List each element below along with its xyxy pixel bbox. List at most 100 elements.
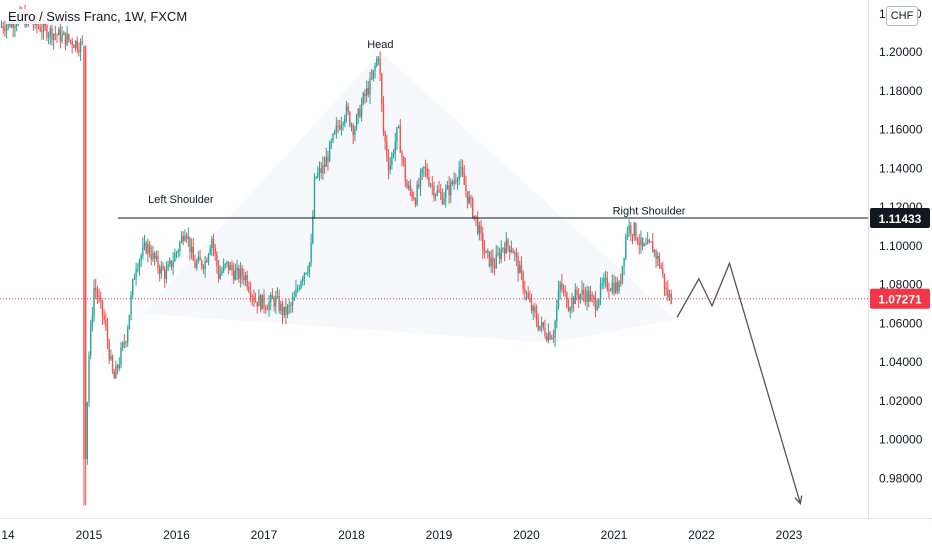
- candle-body: [170, 260, 173, 267]
- candle-body: [470, 197, 472, 199]
- candle-body: [389, 165, 391, 171]
- currency-button[interactable]: CHF: [886, 6, 918, 26]
- candle-body: [577, 294, 580, 300]
- candle-body: [564, 289, 566, 293]
- candle-body: [357, 108, 359, 116]
- candle-body: [59, 29, 62, 42]
- candle-body: [322, 165, 324, 174]
- candle-body: [182, 235, 184, 241]
- candle-body: [537, 322, 539, 330]
- candle-body: [133, 277, 136, 280]
- candle-body: [397, 126, 400, 128]
- candle-body: [502, 247, 504, 249]
- candle-body: [402, 156, 405, 164]
- candle-body: [238, 267, 240, 280]
- candle-body: [609, 290, 612, 292]
- current-price-label: 1.07271: [878, 293, 922, 307]
- candle-body: [636, 238, 639, 244]
- candle-body: [152, 252, 154, 260]
- candle-body: [618, 281, 620, 292]
- candle-body: [539, 325, 541, 330]
- candle-body: [216, 253, 218, 267]
- candle-body: [165, 270, 168, 279]
- candle-body: [596, 305, 598, 310]
- neckline-price-badge: [870, 208, 930, 229]
- candle-body: [490, 257, 492, 267]
- candle-body: [625, 237, 627, 258]
- candle-body: [197, 256, 200, 263]
- candle-body: [308, 262, 311, 272]
- candle-body: [630, 225, 632, 235]
- candle-body: [428, 177, 430, 185]
- candle-body: [249, 290, 252, 297]
- candle-body: [376, 59, 378, 66]
- candle-body: [288, 304, 290, 306]
- candle-body: [118, 364, 120, 369]
- candle-body: [641, 237, 644, 246]
- candle-body: [209, 247, 211, 255]
- candle-body: [63, 32, 65, 35]
- candle-body: [42, 21, 45, 32]
- candle-body: [631, 234, 634, 236]
- candle-body: [413, 197, 415, 200]
- candle-body: [127, 329, 129, 342]
- candle-body: [493, 266, 496, 269]
- candle-body: [145, 242, 147, 254]
- candle-body: [478, 225, 481, 234]
- candle-body: [120, 347, 122, 365]
- candle-body: [453, 180, 455, 184]
- candle-body: [599, 283, 602, 300]
- candle-body: [39, 26, 41, 32]
- candle-body: [150, 254, 152, 260]
- candle-body: [466, 191, 469, 203]
- candle-body: [640, 237, 642, 245]
- candle-body: [212, 238, 215, 248]
- candle-body: [650, 241, 652, 243]
- candle-body: [614, 282, 617, 293]
- candle-body: [121, 342, 124, 348]
- candle-body: [475, 215, 477, 218]
- y-tick-label: 1.02000: [879, 394, 923, 408]
- left-shoulder-label: Left Shoulder: [148, 194, 214, 206]
- candle-body: [377, 58, 380, 60]
- candle-body: [5, 25, 8, 32]
- candle-body: [261, 294, 264, 310]
- candle-body: [396, 127, 398, 142]
- candle-body: [157, 256, 159, 269]
- candle-body: [280, 303, 282, 311]
- candle-body: [576, 289, 578, 295]
- candle-body: [221, 271, 223, 274]
- y-tick-label: 1.06000: [879, 316, 923, 330]
- candle-body: [98, 297, 100, 299]
- candle-body: [164, 269, 166, 279]
- candle-body: [108, 342, 110, 360]
- candle-body: [382, 103, 385, 132]
- candle-body: [217, 266, 220, 279]
- candle-body: [219, 273, 221, 279]
- candle-body: [268, 301, 270, 310]
- candle-body: [441, 194, 444, 204]
- candle-body: [434, 194, 437, 197]
- candle-body: [485, 250, 487, 253]
- candle-body: [76, 40, 78, 50]
- candle-body: [298, 288, 301, 290]
- candle-body: [500, 248, 502, 259]
- candle-body: [623, 257, 625, 266]
- candle-body: [365, 88, 368, 96]
- candle-body: [583, 289, 585, 295]
- candle-body: [259, 295, 262, 310]
- candle-body: [593, 296, 595, 300]
- candle-body: [2, 26, 4, 30]
- candle-body: [194, 260, 196, 268]
- candle-body: [387, 156, 390, 171]
- candle-body: [142, 246, 144, 256]
- candle-body: [335, 125, 338, 131]
- candle-body: [423, 166, 425, 169]
- candle-body: [552, 337, 555, 339]
- candle-body: [89, 325, 92, 356]
- candle-body: [71, 40, 73, 46]
- candle-body: [339, 126, 341, 130]
- candle-body: [302, 278, 304, 282]
- candle-body: [581, 289, 583, 295]
